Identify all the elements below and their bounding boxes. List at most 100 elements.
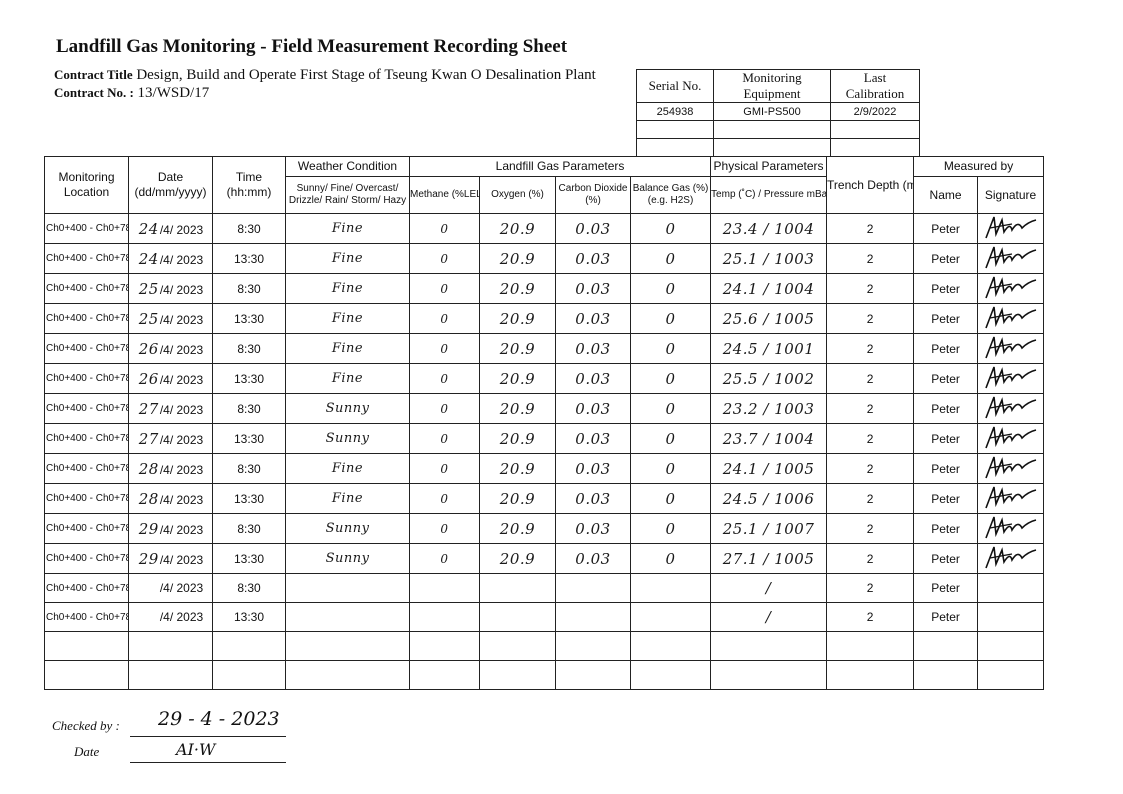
temp-pressure-cell: 24.1 / 1004 <box>710 273 828 304</box>
trench-cell: 2 <box>826 243 915 274</box>
signature-cell <box>977 483 1045 514</box>
header-co2: Carbon Dioxide (%) <box>555 176 631 214</box>
trench-cell: 2 <box>826 423 915 454</box>
time-cell: 13:30 <box>212 483 286 514</box>
temp-pressure-cell: 23.4 / 1004 <box>710 213 828 244</box>
signature-cell <box>977 573 1045 603</box>
methane-cell: 0 <box>409 363 480 394</box>
signature-scribble-icon <box>984 456 1036 479</box>
contract-no-value: 13/WSD/17 <box>137 85 210 101</box>
date-month-year: /4/ 2023 <box>159 222 204 237</box>
trench-cell: 2 <box>826 573 915 603</box>
co2-cell: 0.03 <box>555 543 631 574</box>
temp-pressure-cell <box>710 660 828 690</box>
methane-cell: 0 <box>409 513 480 544</box>
signature-scribble-icon <box>984 546 1036 569</box>
table-row: Ch0+400 - Ch0+780 28/4/ 2023 8:30 Fine 0 20.9… <box>44 453 1045 484</box>
checked-by-line <box>130 736 286 737</box>
date-cell: 25/4/ 2023 <box>128 273 213 304</box>
equipment-cell <box>713 120 831 139</box>
balance-cell: 0 <box>629 543 712 574</box>
weather-cell: Fine <box>285 303 410 334</box>
table-row <box>44 660 1045 690</box>
equipment-header: Serial No. <box>636 69 714 103</box>
time-cell: 13:30 <box>212 602 286 632</box>
header-gas-group: Landfill Gas Parameters <box>408 156 712 177</box>
date-month-year: /4/ 2023 <box>159 522 204 537</box>
temp-pressure-cell: / <box>710 602 828 632</box>
temp-pressure-cell: / <box>710 573 828 603</box>
temp-pressure-cell: 24.5 / 1001 <box>710 333 828 364</box>
temp-pressure-cell: 27.1 / 1005 <box>710 543 828 574</box>
weather-cell: Fine <box>285 483 410 514</box>
weather-cell: Fine <box>285 273 410 304</box>
trench-cell <box>826 660 915 690</box>
date-month-year: /4/ 2023 <box>159 342 204 357</box>
equipment-cell <box>830 138 920 157</box>
location-cell: Ch0+400 - Ch0+780 <box>44 483 129 514</box>
oxygen-cell <box>479 631 556 661</box>
balance-cell: 0 <box>629 243 712 274</box>
name-cell: Peter <box>913 243 979 274</box>
temp-pressure-cell: 24.5 / 1006 <box>710 483 828 514</box>
weather-cell <box>285 573 410 603</box>
oxygen-cell: 20.9 <box>479 513 556 544</box>
methane-cell: 0 <box>409 273 480 304</box>
oxygen-cell <box>479 660 556 690</box>
time-cell: 8:30 <box>212 513 286 544</box>
header-physical-group: Physical Parameters <box>710 156 828 177</box>
date-cell <box>128 631 213 661</box>
equipment-header: Monitoring Equipment <box>713 69 831 103</box>
header-signature: Signature <box>977 176 1045 214</box>
time-cell: 8:30 <box>212 333 286 364</box>
oxygen-cell: 20.9 <box>479 483 556 514</box>
methane-cell <box>409 660 480 690</box>
weather-cell: Fine <box>285 243 410 274</box>
co2-cell: 0.03 <box>555 303 631 334</box>
balance-cell: 0 <box>629 333 712 364</box>
page-title: Landfill Gas Monitoring - Field Measurem… <box>56 36 568 57</box>
oxygen-cell: 20.9 <box>479 363 556 394</box>
date-cell: /4/ 2023 <box>128 602 213 632</box>
weather-cell: Fine <box>285 453 410 484</box>
date-cell: 27/4/ 2023 <box>128 393 213 424</box>
date-month-year: /4/ 2023 <box>159 492 204 507</box>
location-cell: Ch0+400 - Ch0+780 <box>44 303 129 334</box>
signature-cell <box>977 393 1045 424</box>
location-cell: Ch0+400 - Ch0+780 <box>44 573 129 603</box>
co2-cell: 0.03 <box>555 273 631 304</box>
methane-cell: 0 <box>409 243 480 274</box>
name-cell: Peter <box>913 213 979 244</box>
time-cell: 8:30 <box>212 213 286 244</box>
methane-cell: 0 <box>409 333 480 364</box>
signature-cell <box>977 243 1045 274</box>
signature-scribble-icon <box>984 396 1036 419</box>
methane-cell: 0 <box>409 453 480 484</box>
contract-title-value: Design, Build and Operate First Stage of… <box>136 67 596 83</box>
oxygen-cell: 20.9 <box>479 543 556 574</box>
table-row: Ch0+400 - Ch0+780 27/4/ 2023 8:30 Sunny 0 20.… <box>44 393 1045 424</box>
signature-cell <box>977 602 1045 632</box>
oxygen-cell <box>479 602 556 632</box>
co2-cell: 0.03 <box>555 483 631 514</box>
trench-cell: 2 <box>826 602 915 632</box>
equipment-cell <box>636 120 714 139</box>
balance-cell <box>629 631 712 661</box>
header-location: Monitoring Location <box>44 156 129 214</box>
weather-cell: Fine <box>285 363 410 394</box>
table-row: Ch0+400 - Ch0+780 26/4/ 2023 8:30 Fine 0 20.9… <box>44 333 1045 364</box>
trench-cell: 2 <box>826 393 915 424</box>
temp-pressure-cell: 25.1 / 1007 <box>710 513 828 544</box>
trench-cell <box>826 631 915 661</box>
time-cell <box>212 660 286 690</box>
date-label: Date <box>74 744 100 759</box>
serial-no: 254938 <box>636 102 714 121</box>
methane-cell: 0 <box>409 213 480 244</box>
date-month-year: /4/ 2023 <box>159 282 204 297</box>
co2-cell: 0.03 <box>555 213 631 244</box>
temp-pressure-cell: 23.7 / 1004 <box>710 423 828 454</box>
date-line <box>130 762 286 763</box>
signature-scribble-icon <box>984 486 1036 509</box>
date-cell: 26/4/ 2023 <box>128 333 213 364</box>
measurement-table: Monitoring Location Date (dd/mm/yyyy) Ti… <box>44 156 1045 690</box>
